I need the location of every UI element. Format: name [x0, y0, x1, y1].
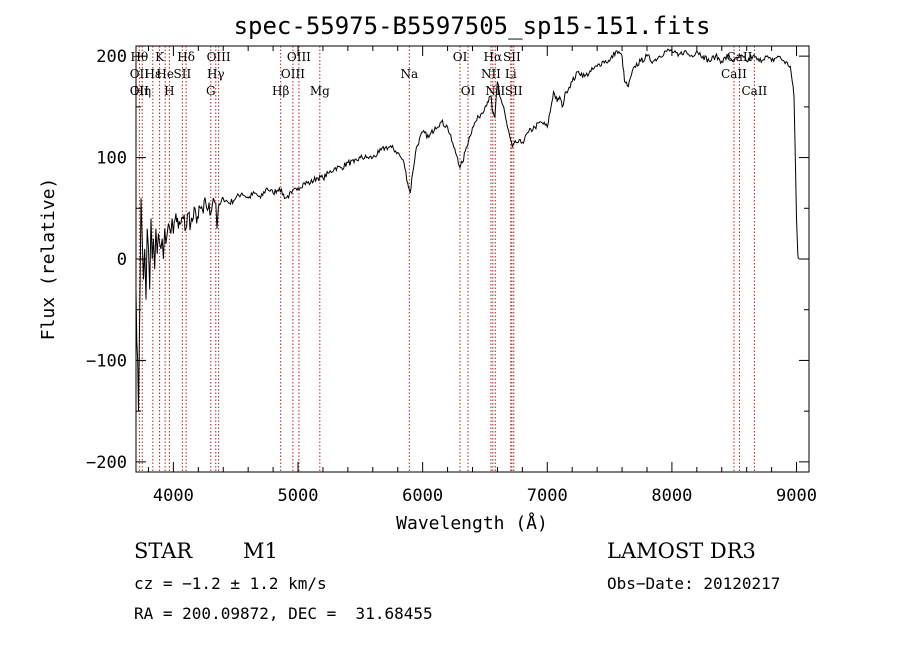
line-marker-label: OI	[453, 50, 468, 64]
x-tick-label: 7000	[527, 486, 568, 506]
observation-date: Obs−Date: 20120217	[607, 574, 781, 593]
line-marker-label: SII	[174, 67, 192, 81]
line-marker-label: OIII	[207, 50, 231, 64]
line-marker-label: NII	[485, 84, 505, 98]
line-marker-label: OII	[130, 67, 150, 81]
line-marker-label: OII	[130, 84, 150, 98]
y-tick-label: −100	[86, 351, 127, 371]
line-marker-label: Hα	[484, 50, 503, 64]
x-axis: 4000 5000 6000 7000 8000 9000	[147, 46, 817, 506]
line-marker-label: Hε	[144, 67, 161, 81]
y-axis: −200 −100 0 100 200	[86, 47, 809, 473]
line-marker-label: OIII	[281, 67, 305, 81]
y-tick-label: 100	[96, 149, 127, 169]
line-marker-label: CaII	[721, 67, 747, 81]
line-marker-label: CaII	[741, 84, 767, 98]
emission-line-markers	[138, 46, 755, 472]
line-marker-label: NII	[481, 67, 501, 81]
object-subclass: M1	[243, 539, 278, 563]
line-marker-label: Hβ	[272, 84, 289, 98]
line-marker-label: Hθ	[131, 50, 149, 64]
line-marker-label: He	[156, 67, 174, 81]
line-marker-label: Li	[505, 67, 517, 81]
line-marker-label: SII	[505, 84, 523, 98]
y-tick-label: −200	[86, 453, 127, 473]
line-marker-label: OI	[461, 84, 476, 98]
spectrum-line	[135, 48, 799, 412]
line-marker-label: G	[206, 84, 216, 98]
line-marker-label: SII	[503, 50, 521, 64]
line-marker-label: Hδ	[177, 50, 195, 64]
line-marker-label: Na	[400, 67, 418, 81]
x-axis-label: Wavelength (Å)	[396, 512, 548, 534]
emission-line-labels: HθOIIOIIHηHεKHeHSIIHδGHγOIIIHβOIIIOIIIMg…	[130, 50, 768, 98]
y-tick-label: 200	[96, 47, 127, 67]
chart-title: spec-55975-B5597505_sp15-151.fits	[234, 12, 711, 40]
line-marker-label: K	[155, 50, 165, 64]
line-marker-label: H	[164, 84, 174, 98]
x-tick-label: 8000	[651, 486, 692, 506]
x-tick-label: 4000	[153, 486, 194, 506]
y-axis-label: Flux (relative)	[38, 178, 59, 341]
object-class: STAR	[134, 539, 193, 563]
x-tick-label: 5000	[278, 486, 319, 506]
line-marker-label: OIII	[287, 50, 311, 64]
line-marker-label: Mg	[310, 84, 330, 98]
plot-frame	[135, 45, 810, 473]
y-tick-label: 0	[117, 250, 127, 270]
spectrum-chart: spec-55975-B5597505_sp15-151.fits Hθ OII O…	[38, 12, 817, 534]
x-tick-label: 6000	[402, 486, 443, 506]
line-marker-label: CaII	[727, 50, 753, 64]
x-tick-label: 9000	[776, 486, 817, 506]
line-marker-label: Hγ	[207, 67, 225, 81]
sky-coordinates: RA = 200.09872, DEC = 31.68455	[134, 604, 433, 623]
redshift-velocity: cz = −1.2 ± 1.2 km/s	[134, 574, 327, 593]
survey-name: LAMOST DR3	[607, 539, 756, 563]
line-marker-label: Hη	[133, 84, 151, 98]
